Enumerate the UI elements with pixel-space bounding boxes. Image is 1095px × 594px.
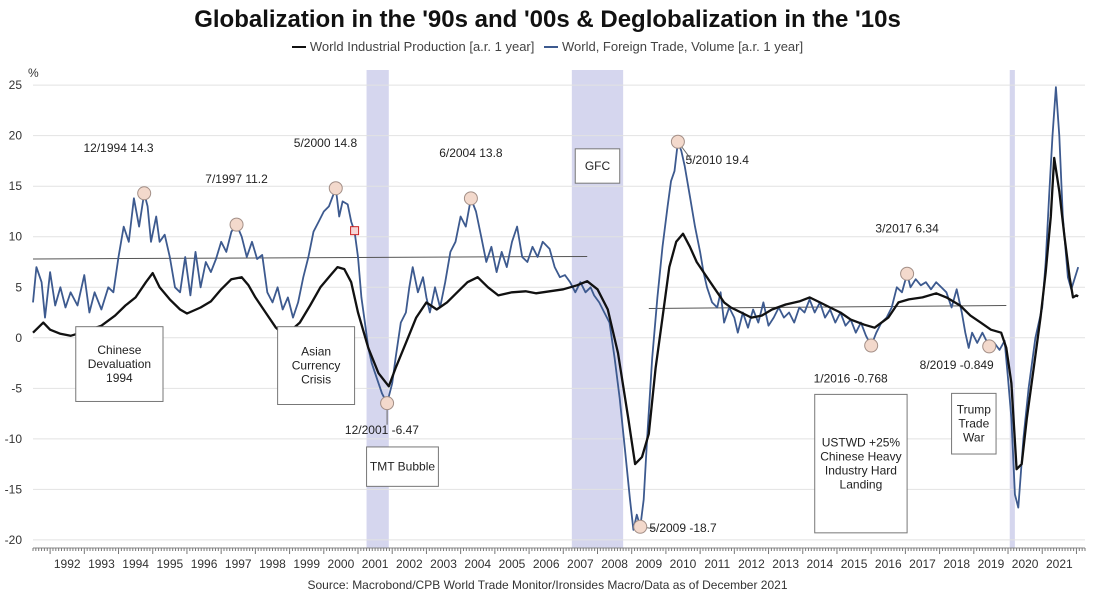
y-tick-label: 5 [15, 280, 22, 294]
annotation-box [277, 326, 356, 405]
x-tick-label: 2012 [738, 557, 765, 571]
legend-swatch-black [291, 45, 306, 48]
peak-marker [463, 191, 478, 206]
shaded-period [1009, 70, 1015, 548]
x-tick-label: 2018 [943, 557, 970, 571]
y-axis-unit-label: % [28, 66, 39, 80]
annotation-box [574, 148, 621, 184]
annotation-box-text: Chinese [97, 343, 141, 357]
x-tick-label: 1995 [156, 557, 183, 571]
x-tick-label: 1998 [259, 557, 286, 571]
x-tick-label: 2000 [328, 557, 355, 571]
legend-item-industrial-production: World Industrial Production [a.r. 1 year… [291, 39, 535, 54]
x-tick-label: 2020 [1012, 557, 1039, 571]
annotation-box-text: Chinese Heavy [820, 450, 901, 464]
peak-marker [864, 338, 879, 353]
source-note: Source: Macrobond/CPB World Trade Monito… [307, 578, 788, 592]
peak-marker [229, 217, 244, 232]
marker-label: 1/2016 -0.768 [814, 371, 888, 385]
marker-label: 8/2019 -0.849 [920, 358, 994, 372]
peak-marker [380, 396, 395, 411]
annotation-box-text: Industry Hard [825, 464, 897, 478]
annotation-box-text: TMT Bubble [370, 460, 435, 474]
marker-label: 3/2017 6.34 [875, 222, 939, 236]
x-tick-label: 2017 [909, 557, 936, 571]
y-tick-label: 0 [15, 331, 22, 345]
x-tick-label: 2008 [601, 557, 628, 571]
x-tick-label: 2019 [978, 557, 1005, 571]
series-line-foreign-trade [32, 86, 1080, 531]
x-tick-label: 1997 [225, 557, 252, 571]
y-tick-label: -20 [5, 533, 23, 547]
x-tick-label: 2009 [635, 557, 662, 571]
marker-label: 5/2010 19.4 [686, 153, 750, 167]
peak-marker [900, 266, 915, 281]
y-tick-label: 20 [9, 129, 23, 143]
y-tick-label: 10 [9, 230, 23, 244]
y-tick-label: 15 [9, 179, 23, 193]
peak-marker [137, 186, 152, 201]
peak-marker [633, 519, 648, 534]
annotation-box [366, 446, 439, 487]
highlight-square [350, 226, 360, 236]
x-tick-label: 2003 [430, 557, 457, 571]
x-tick-label: 2013 [772, 557, 799, 571]
series-line-industrial-production [32, 156, 1079, 471]
x-tick-label: 1999 [293, 557, 320, 571]
marker-label: 12/1994 14.3 [83, 141, 153, 155]
x-tick-label: 2011 [704, 557, 730, 571]
y-tick-label: -10 [5, 432, 23, 446]
annotation-box-text: Devaluation [88, 357, 151, 371]
marker-label: 6/2004 13.8 [439, 146, 503, 160]
x-tick-label: 2015 [841, 557, 868, 571]
annotation-box-text: Landing [840, 478, 883, 492]
annotation-box-text: GFC [585, 159, 611, 173]
legend-label: World, Foreign Trade, Volume [a.r. 1 yea… [562, 39, 804, 54]
legend-label: World Industrial Production [a.r. 1 year… [309, 39, 535, 54]
x-tick-label: 2004 [464, 557, 491, 571]
y-tick-label: 25 [9, 78, 23, 92]
y-tick-label: -5 [11, 381, 22, 395]
x-tick-label: 1993 [88, 557, 115, 571]
peak-marker [670, 134, 685, 149]
annotation-box [951, 392, 997, 455]
annotation-box-text: 1994 [106, 371, 133, 385]
shaded-period [571, 70, 624, 548]
annotation-box-text: Trade [958, 417, 989, 431]
marker-label: 12/2001 -6.47 [345, 423, 419, 437]
annotation-box-text: Currency [292, 359, 341, 373]
annotation-box-text: Crisis [301, 373, 331, 387]
x-tick-label: 2002 [396, 557, 423, 571]
legend-swatch-blue [544, 45, 558, 48]
x-tick-label: 1994 [122, 557, 149, 571]
x-tick-label: 2005 [499, 557, 526, 571]
shaded-period [366, 70, 389, 548]
marker-label: 5/2000 14.8 [294, 136, 358, 150]
marker-label: 5/2009 -18.7 [649, 521, 717, 535]
x-tick-label: 2006 [533, 557, 560, 571]
x-tick-label: 2010 [670, 557, 697, 571]
x-tick-label: 2021 [1046, 557, 1073, 571]
legend: World Industrial Production [a.r. 1 year… [0, 39, 1095, 54]
x-tick-label: 2014 [807, 557, 834, 571]
annotation-box [814, 393, 908, 534]
annotation-box-text: Asian [301, 345, 331, 359]
peak-marker [982, 339, 997, 354]
annotation-box-text: USTWD +25% [822, 436, 901, 450]
trend-line [32, 255, 588, 260]
x-tick-label: 1992 [54, 557, 81, 571]
marker-label: 7/1997 11.2 [205, 172, 268, 186]
peak-marker [328, 181, 343, 196]
chart-title: Globalization in the '90s and '00s & Deg… [194, 6, 901, 33]
x-tick-label: 2016 [875, 557, 902, 571]
legend-item-foreign-trade: World, Foreign Trade, Volume [a.r. 1 yea… [544, 39, 803, 54]
annotation-box-text: Trump [957, 403, 992, 417]
annotation-box [75, 326, 164, 402]
x-tick-label: 1996 [191, 557, 218, 571]
annotation-box-text: War [963, 431, 985, 445]
y-tick-label: -15 [5, 482, 23, 496]
x-tick-label: 2007 [567, 557, 594, 571]
x-tick-label: 2001 [362, 557, 389, 571]
